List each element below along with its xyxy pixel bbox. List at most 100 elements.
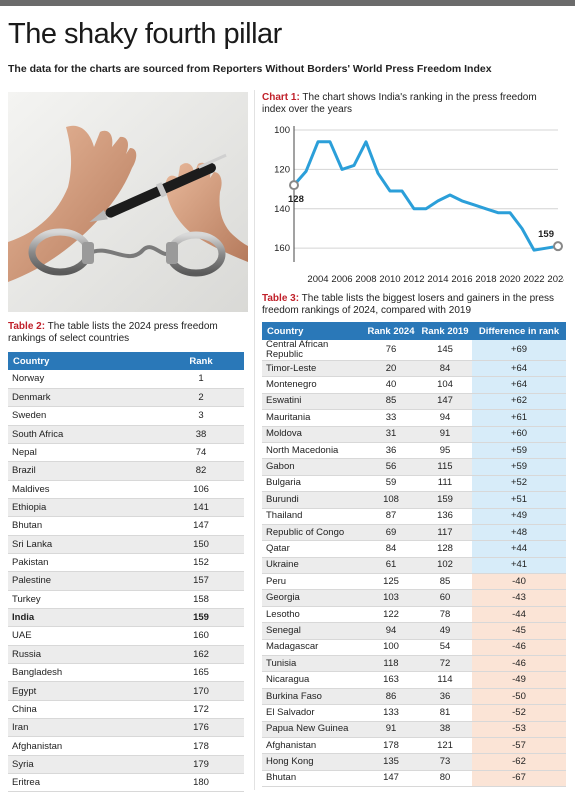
difference-cell: +59 (472, 442, 566, 460)
rank-2024-cell: 76 (364, 340, 418, 361)
country-cell: Tunisia (262, 655, 364, 673)
x-tick-label: 2008 (355, 274, 376, 285)
country-cell: Afghanistan (262, 737, 364, 755)
table3-header-rank-2024: Rank 2024 (364, 322, 418, 340)
rank-cell: 158 (158, 590, 244, 609)
rank-2019-cell: 73 (418, 753, 472, 771)
table-row: Turkey 158 (8, 590, 244, 609)
country-cell: Ukraine (262, 557, 364, 575)
rank-cell: 74 (158, 443, 244, 463)
table3-label: Table 3: (262, 293, 300, 304)
rank-cell: 165 (158, 663, 244, 683)
rank-2019-cell: 85 (418, 573, 472, 591)
rank-2019-cell: 84 (418, 360, 472, 378)
country-cell: Eswatini (262, 393, 364, 411)
rank-2024-cell: 69 (364, 524, 418, 542)
table3-header-difference: Difference in rank (472, 322, 566, 340)
table-row: Timor-Leste 20 84 +64 (262, 360, 566, 378)
table-row: Nepal 74 (8, 443, 244, 463)
table3-losers-gainers: Country Rank 2024 Rank 2019 Difference i… (262, 322, 566, 788)
difference-cell: +51 (472, 491, 566, 509)
rank-2019-cell: 91 (418, 426, 472, 443)
rank-cell: 147 (158, 516, 244, 536)
table-row: Ukraine 61 102 +41 (262, 557, 566, 575)
country-cell: Nepal (8, 443, 158, 463)
table3-caption-text: The table lists the biggest losers and g… (262, 293, 555, 316)
difference-cell: -45 (472, 622, 566, 640)
rank-cell: 82 (158, 461, 244, 481)
end-value-label: 159 (538, 229, 554, 240)
table-row: Russia 162 (8, 645, 244, 665)
table-row: Madagascar 100 54 -46 (262, 639, 566, 657)
table-row: Bhutan 147 (8, 516, 244, 536)
rank-2024-cell: 36 (364, 442, 418, 460)
table-row: Bangladesh 165 (8, 663, 244, 683)
table-row: Mauritania 33 94 +61 (262, 409, 566, 427)
difference-cell: +64 (472, 360, 566, 378)
table-row: Burkina Faso 86 36 -50 (262, 688, 566, 706)
handcuffed-hands-with-pen-photo (8, 92, 248, 312)
table-row: Norway 1 (8, 370, 244, 389)
difference-cell: -44 (472, 606, 566, 624)
rank-2024-cell: 91 (364, 721, 418, 738)
table-row: Gabon 56 115 +59 (262, 458, 566, 476)
rank-cell: 38 (158, 425, 244, 444)
top-rule (0, 0, 575, 6)
rank-2024-cell: 61 (364, 557, 418, 575)
rank-2024-cell: 94 (364, 622, 418, 640)
rank-2019-cell: 49 (418, 622, 472, 640)
table-row: Tunisia 118 72 -46 (262, 655, 566, 673)
rank-2024-cell: 133 (364, 704, 418, 722)
x-tick-label: 2016 (451, 274, 472, 285)
country-cell: Iran (8, 718, 158, 738)
country-cell: Eritrea (8, 773, 158, 793)
country-cell: Palestine (8, 571, 158, 591)
table2-label: Table 2: (8, 321, 46, 332)
country-cell: El Salvador (262, 704, 364, 722)
table-row: Nicaragua 163 114 -49 (262, 671, 566, 689)
end-point-marker (553, 241, 563, 252)
y-tick-label: 120 (274, 164, 290, 175)
rank-2024-cell: 86 (364, 688, 418, 706)
country-cell: Syria (8, 755, 158, 775)
rank-cell: 172 (158, 700, 244, 720)
country-cell: Central African Republic (262, 340, 364, 361)
table-row: Papua New Guinea 91 38 -53 (262, 721, 566, 738)
rank-2019-cell: 111 (418, 475, 472, 493)
country-cell: India (8, 608, 158, 628)
rank-cell: 106 (158, 480, 244, 499)
difference-cell: -53 (472, 721, 566, 738)
table2-country-ranks: Country Rank Norway 1 Denmark 2 Sweden 3 South… (8, 352, 244, 793)
rank-2019-cell: 81 (418, 704, 472, 722)
country-cell: Burkina Faso (262, 688, 364, 706)
difference-cell: +64 (472, 376, 566, 394)
table-row: Palestine 157 (8, 571, 244, 591)
rank-2024-cell: 100 (364, 639, 418, 657)
rank-2019-cell: 159 (418, 491, 472, 509)
table-row: Eritrea 180 (8, 773, 244, 793)
rank-2024-cell: 40 (364, 376, 418, 394)
country-cell: Mauritania (262, 409, 364, 427)
table-row: Hong Kong 135 73 -62 (262, 753, 566, 771)
table-row: Qatar 84 128 +44 (262, 540, 566, 558)
difference-cell: +62 (472, 393, 566, 411)
rank-2019-cell: 104 (418, 376, 472, 394)
difference-cell: -49 (472, 671, 566, 689)
country-cell: Sweden (8, 406, 158, 426)
country-cell: South Africa (8, 425, 158, 444)
x-tick-label: 2012 (403, 274, 424, 285)
country-cell: Hong Kong (262, 753, 364, 771)
country-cell: Bulgaria (262, 475, 364, 493)
country-cell: Georgia (262, 589, 364, 607)
table-row: Burundi 108 159 +51 (262, 491, 566, 509)
chart1-caption: Chart 1: The chart shows India's ranking… (262, 92, 562, 116)
country-cell: Norway (8, 370, 158, 389)
country-cell: North Macedonia (262, 442, 364, 460)
rank-2019-cell: 115 (418, 458, 472, 476)
rank-2024-cell: 103 (364, 589, 418, 607)
table-row: Pakistan 152 (8, 553, 244, 573)
chart1-label: Chart 1: (262, 92, 300, 103)
table-row: Syria 179 (8, 755, 244, 775)
rank-2019-cell: 128 (418, 540, 472, 558)
country-cell: Republic of Congo (262, 524, 364, 542)
